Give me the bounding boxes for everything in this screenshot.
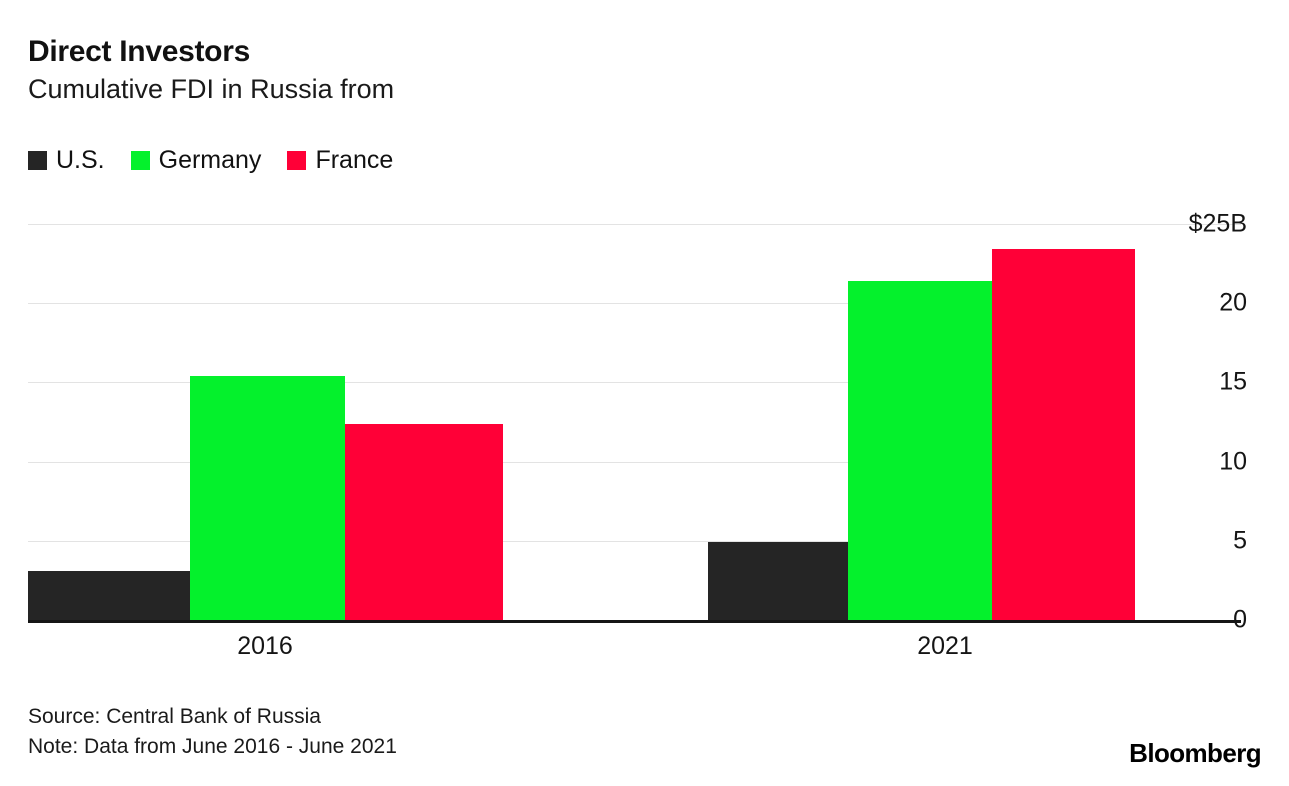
chart-footer: Source: Central Bank of Russia Note: Dat… (28, 702, 397, 762)
y-axis-tick-20: 20 (1219, 288, 1247, 317)
y-axis-tick-0: 0 (1233, 605, 1247, 634)
gridline-20 (28, 303, 1135, 305)
note-text: Note: Data from June 2016 - June 2021 (28, 734, 397, 758)
legend-label-germany: Germany (158, 146, 262, 174)
bloomberg-logo: Bloomberg (1129, 738, 1261, 768)
gridline-5 (28, 540, 1135, 542)
legend-swatch-icon-germany (130, 151, 150, 170)
legend-item-us[interactable]: U.S. (28, 148, 105, 173)
plot-area (28, 224, 1241, 623)
bar-germany-2021 (848, 281, 992, 620)
y-axis-tick-10: 10 (1219, 447, 1247, 476)
gridline-10 (28, 461, 1135, 463)
gridline-25 (28, 224, 1241, 225)
legend-swatch-icon-us (28, 151, 47, 170)
chart-legend: U.S. Germany France (28, 148, 393, 173)
legend-swatch-icon-france (287, 151, 307, 170)
gridline-15 (28, 382, 1135, 384)
chart-subtitle: Cumulative FDI in Russia from (28, 73, 395, 104)
legend-item-france[interactable]: France (287, 148, 393, 173)
y-axis-tick-5: 5 (1233, 526, 1247, 555)
x-axis-baseline (28, 620, 1241, 623)
bar-france-2016 (345, 423, 503, 620)
y-axis-tick-25: $25B (1188, 209, 1247, 238)
page-title: Direct Investors (28, 35, 250, 68)
bar-germany-2016 (190, 376, 345, 620)
legend-label-us: U.S. (56, 146, 105, 174)
bar-france-2021 (992, 249, 1135, 620)
x-axis-tick-2021: 2021 (917, 632, 973, 660)
y-axis-tick-15: 15 (1219, 367, 1247, 396)
chart-header: Direct Investors Cumulative FDI in Russi… (28, 36, 1228, 104)
bar-u-s-2016 (28, 570, 190, 620)
source-text: Source: Central Bank of Russia (28, 705, 321, 728)
legend-item-germany[interactable]: Germany (130, 146, 262, 174)
bar-u-s-2021 (708, 542, 848, 620)
legend-label-france: France (315, 146, 394, 174)
y-axis-labels: $25B 20 15 10 5 0 (1146, 0, 1276, 786)
x-axis-tick-2016: 2016 (237, 632, 293, 660)
